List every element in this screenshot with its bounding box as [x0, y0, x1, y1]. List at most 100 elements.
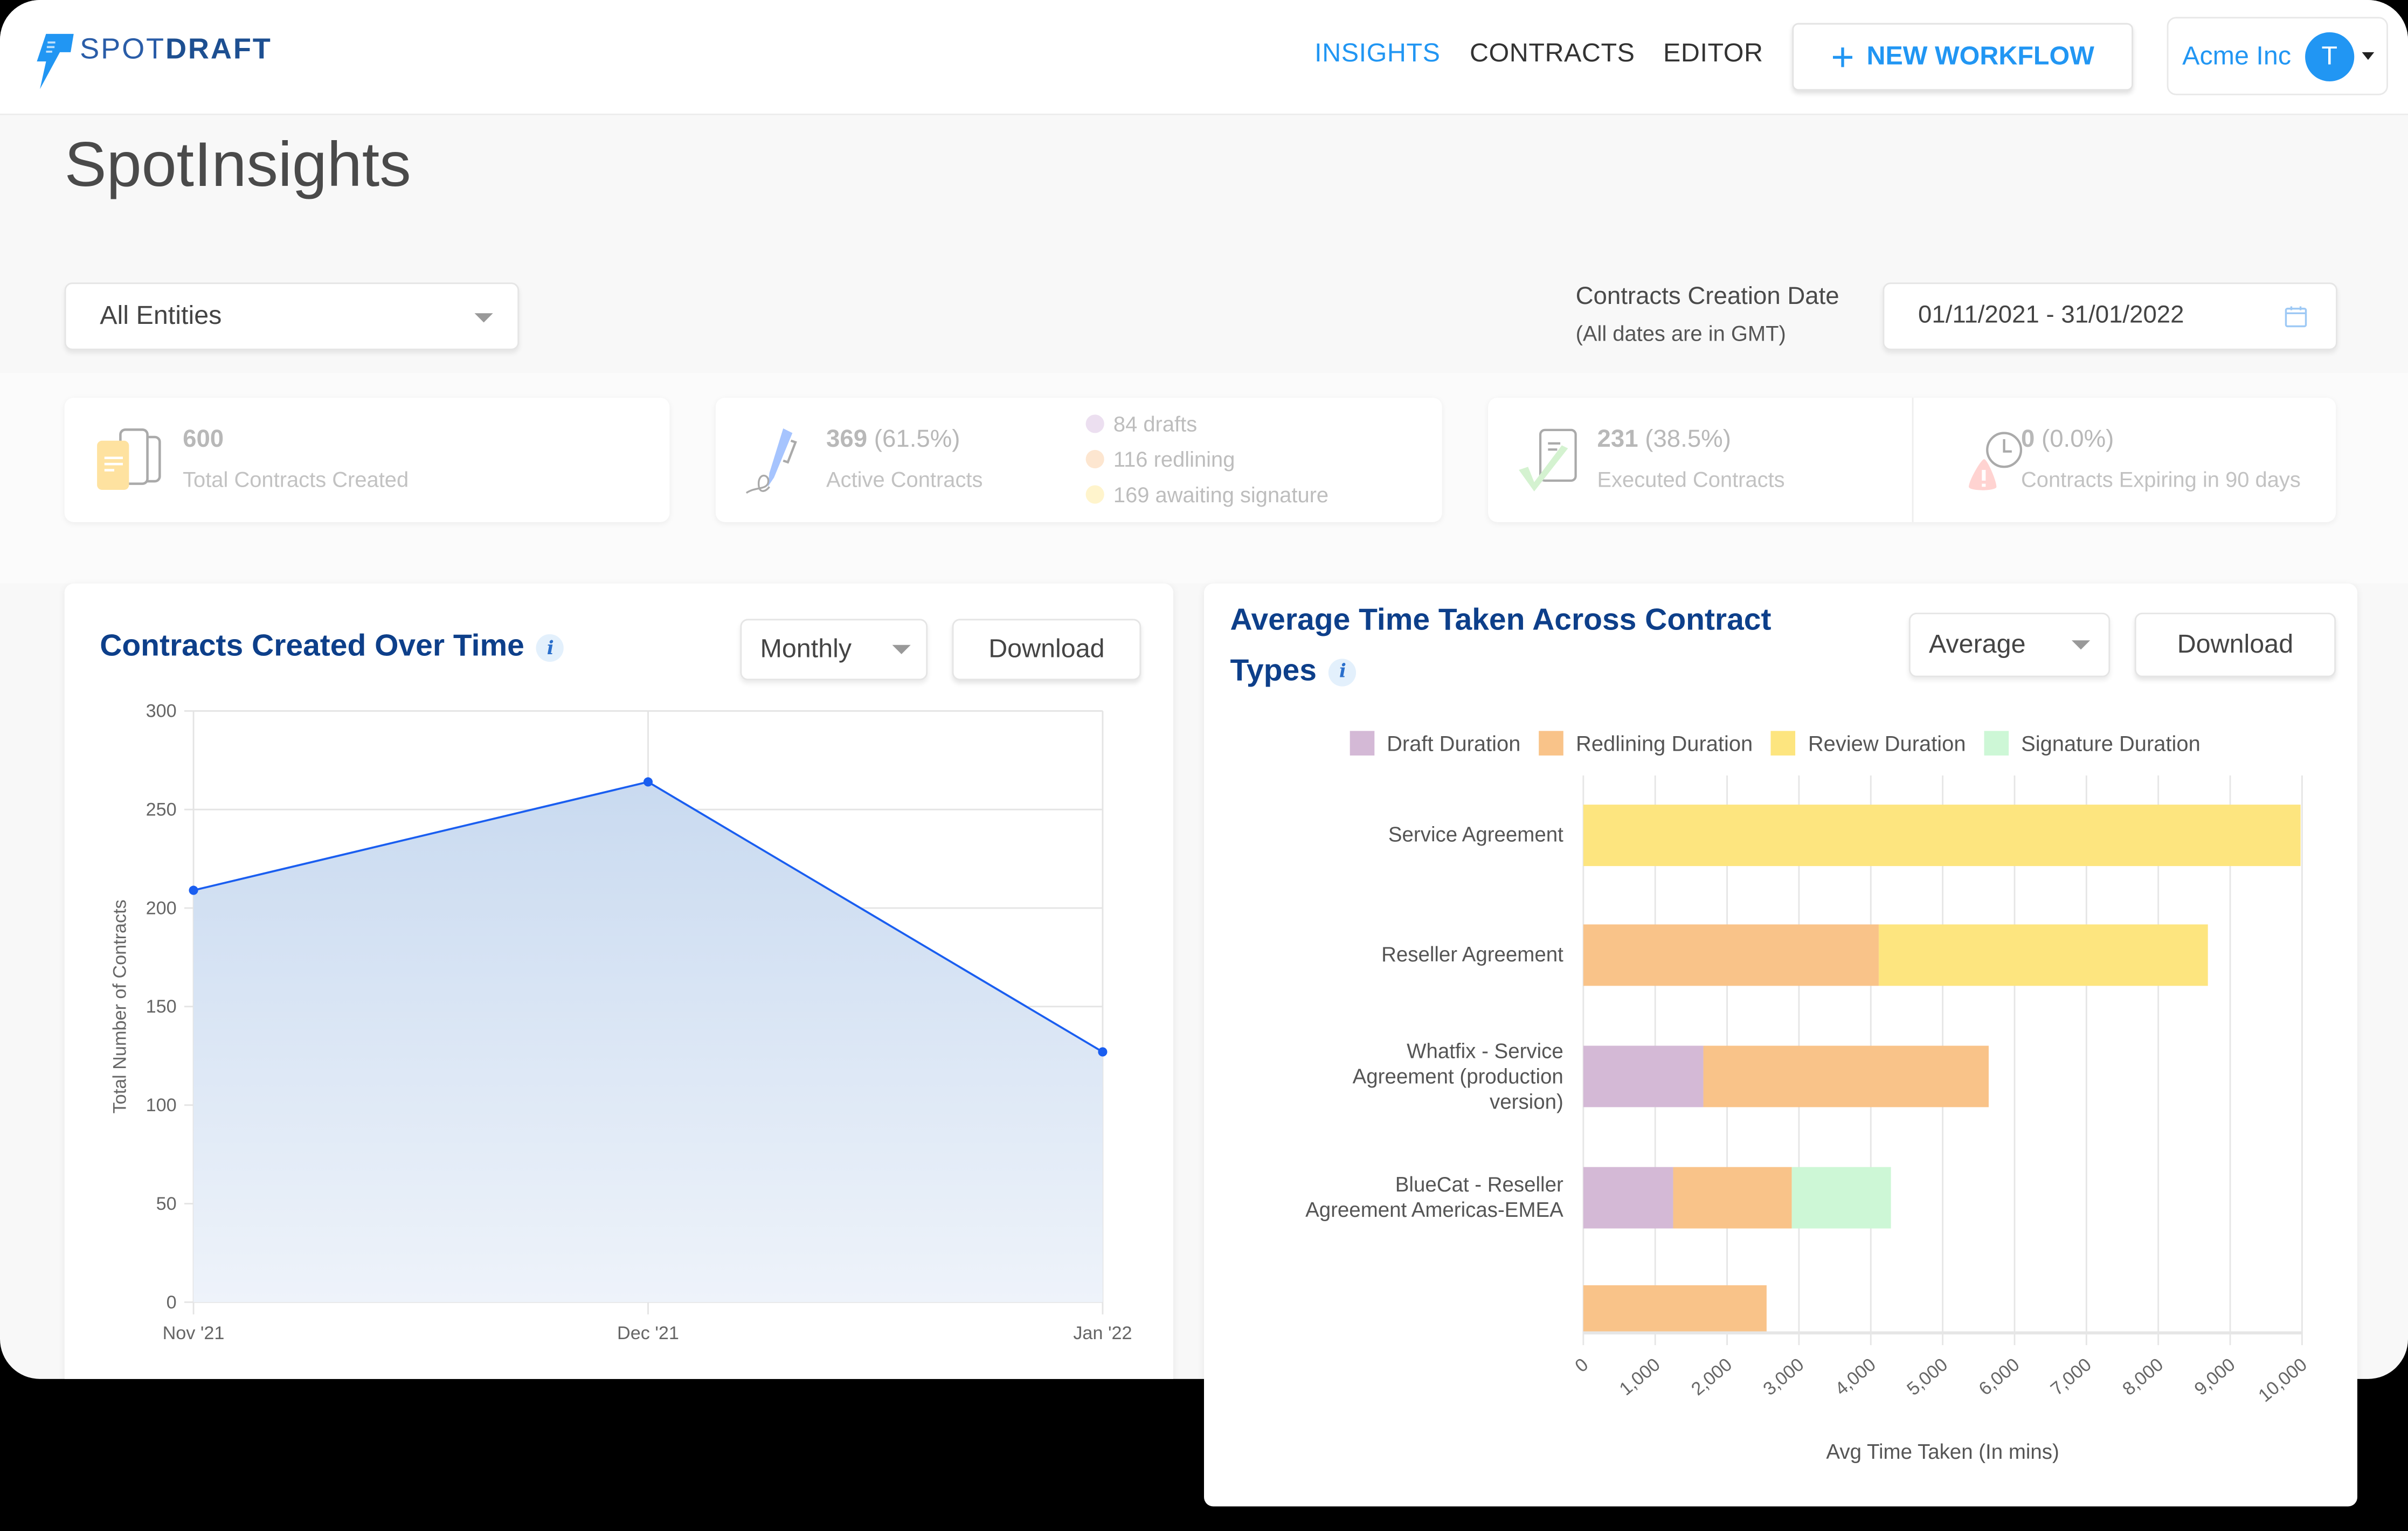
stat-card-total: 600 Total Contracts Created: [64, 398, 670, 522]
entity-filter-select[interactable]: All Entities: [64, 282, 520, 350]
dropdown-arrow-icon: [2071, 640, 2091, 650]
bar-segment[interactable]: [1878, 924, 2208, 986]
data-point[interactable]: [1098, 1047, 1108, 1057]
x-tick-label: Jan '22: [1073, 1323, 1132, 1343]
nav-editor[interactable]: EDITOR: [1663, 38, 1763, 68]
legend-item[interactable]: Redlining Duration: [1539, 731, 1753, 756]
bar-segment[interactable]: [1583, 1167, 1673, 1229]
stat-total: 600 Total Contracts Created: [183, 427, 409, 491]
line-chart: 0 50 100 150 200 250 300 Nov '21 Dec '21 Jan '22 T…: [110, 701, 1132, 1343]
line-chart-title: Contracts Created Over Time i: [100, 629, 564, 665]
drafts-label: drafts: [1143, 411, 1198, 437]
bar-segment[interactable]: [1583, 924, 1879, 986]
stat-executed-value: 231: [1597, 427, 1638, 453]
drafts-count: 84: [1113, 411, 1138, 437]
bar-segment[interactable]: [1583, 1285, 1767, 1332]
dropdown-arrow-icon: [474, 313, 493, 323]
category-label: Service Agreement: [1388, 823, 1563, 847]
stat-active-pct: (61.5%): [874, 427, 960, 453]
date-range-input[interactable]: 01/11/2021 - 31/01/2022: [1883, 282, 2337, 350]
calendar-icon[interactable]: [2284, 304, 2308, 329]
stat-expiring-label: Contracts Expiring in 90 days: [2020, 467, 2301, 491]
warning-clock-icon: [1969, 432, 2023, 490]
legend-item[interactable]: Draft Duration: [1350, 731, 1521, 756]
y-tick-label: 250: [146, 800, 177, 820]
stat-executed-label: Executed Contracts: [1597, 467, 1785, 491]
x-tick-label: 9,000: [2191, 1354, 2239, 1400]
x-tick-label: Dec '21: [617, 1323, 679, 1343]
legend-swatch-icon: [1350, 731, 1375, 756]
category-label: Reseller Agreement: [1381, 943, 1563, 966]
line-download-button[interactable]: Download: [952, 619, 1141, 681]
stat-active-label: Active Contracts: [826, 467, 983, 491]
x-tick-label: 5,000: [1903, 1354, 1952, 1400]
active-breakdown-awaiting: 169 awaiting signature: [1085, 482, 1329, 507]
awaiting-label: awaiting signature: [1155, 482, 1329, 507]
y-tick-label: 100: [146, 1095, 177, 1116]
legend-label: Review Duration: [1808, 731, 1966, 756]
avatar: T: [2305, 31, 2354, 81]
x-tick-label: 6,000: [1975, 1354, 2024, 1400]
x-tick-label: 2,000: [1687, 1354, 1736, 1400]
bar-chart-title: Average Time Taken Across Contract Types…: [1230, 596, 1771, 697]
logo-spot: SPOT: [80, 33, 165, 66]
new-workflow-button[interactable]: + NEW WORKFLOW: [1792, 23, 2133, 91]
stat-card-executed-expiring: 231 (38.5%) Executed Contracts 0 (0.0%) …: [1488, 398, 2336, 522]
info-icon[interactable]: i: [536, 634, 564, 662]
legend-label: Signature Duration: [2021, 731, 2201, 756]
info-icon[interactable]: i: [1328, 658, 1357, 686]
aggregation-select[interactable]: Average: [1908, 612, 2111, 677]
legend-swatch-icon: [1771, 731, 1796, 756]
legend-item[interactable]: Signature Duration: [1984, 731, 2201, 756]
active-breakdown-drafts: 84 drafts: [1085, 411, 1198, 437]
y-axis-label: Total Number of Contracts: [110, 899, 130, 1113]
awaiting-dot-icon: [1085, 485, 1104, 504]
nav-insights[interactable]: INSIGHTS: [1314, 38, 1441, 68]
bar-download-button[interactable]: Download: [2134, 612, 2336, 677]
y-tick-label: 0: [167, 1292, 177, 1313]
x-tick-label: 7,000: [2047, 1354, 2095, 1400]
category-label: Agreement Americas-EMEA: [1305, 1199, 1563, 1222]
date-filter-label: Contracts Creation Date: [1575, 284, 1839, 310]
bar-chart: 0 1,000 2,000 3,000 4,000 5,000 6,000 7,000 8,00…: [1305, 775, 2311, 1464]
data-point[interactable]: [643, 777, 653, 787]
category-label: version): [1490, 1090, 1563, 1113]
data-point[interactable]: [189, 885, 198, 895]
stat-expiring-value: 0: [2020, 427, 2035, 453]
redlining-count: 116: [1113, 447, 1148, 472]
legend-label: Draft Duration: [1387, 731, 1521, 756]
bar-segment[interactable]: [1791, 1167, 1891, 1229]
entity-filter-value: All Entities: [100, 301, 222, 330]
logo-draft: DRAFT: [165, 33, 272, 66]
plus-icon: +: [1831, 33, 1855, 80]
page-title: SpotInsights: [64, 129, 411, 200]
category-label: Whatfix - Service: [1407, 1040, 1563, 1063]
bar-segment[interactable]: [1583, 805, 2301, 867]
y-tick-label: 150: [146, 996, 177, 1017]
period-select[interactable]: Monthly: [740, 619, 928, 681]
stat-executed-pct: (38.5%): [1645, 427, 1731, 453]
category-label: Agreement (production: [1353, 1065, 1563, 1088]
y-tick-label: 300: [146, 701, 177, 722]
bar-chart-title-line2: Types: [1230, 654, 1317, 688]
legend-swatch-icon: [1539, 731, 1564, 756]
legend-item[interactable]: Review Duration: [1771, 731, 1966, 756]
spotdraft-logo[interactable]: SPOTDRAFT: [34, 33, 272, 89]
nav-contracts[interactable]: CONTRACTS: [1469, 38, 1635, 68]
y-tick-label: 50: [156, 1194, 177, 1214]
bar-chart-legend: Draft Duration Redlining Duration Review D…: [1350, 731, 2219, 763]
document-check-icon: [1519, 428, 1577, 491]
stat-active-value: 369: [826, 427, 868, 453]
account-menu[interactable]: Acme Inc T: [2167, 17, 2388, 95]
x-tick-label: 1,000: [1616, 1354, 1664, 1400]
bar-segment[interactable]: [1673, 1167, 1792, 1229]
chevron-down-icon: [2362, 52, 2374, 60]
legend-swatch-icon: [1984, 731, 2009, 756]
contracts-over-time-card: Contracts Created Over Time i Monthly Dow…: [64, 583, 1174, 1379]
dropdown-arrow-icon: [892, 645, 911, 654]
bar-segment[interactable]: [1703, 1045, 1989, 1107]
active-breakdown-redlining: 116 redlining: [1085, 447, 1235, 472]
stat-active: 369 (61.5%) Active Contracts: [826, 427, 982, 491]
date-filter-sublabel: (All dates are in GMT): [1575, 321, 1786, 346]
bar-segment[interactable]: [1583, 1045, 1704, 1107]
